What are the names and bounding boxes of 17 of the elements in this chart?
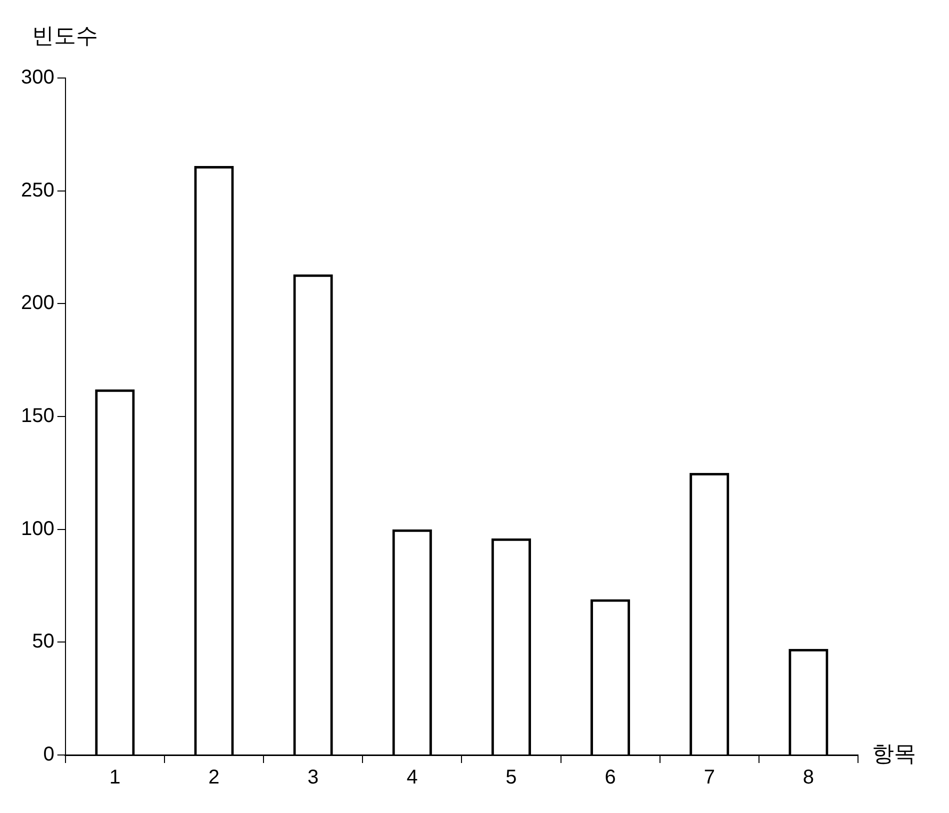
y-tick-label: 200: [20, 292, 54, 314]
x-tick-label: 8: [802, 766, 814, 789]
x-tick-label: 1: [109, 766, 120, 789]
x-tick-label: 7: [704, 766, 715, 789]
x-tick-label: 6: [604, 766, 616, 789]
x-axis-title: 항목: [872, 741, 916, 766]
y-axis-title: 빈도수: [32, 23, 98, 48]
y-tick-label: 250: [20, 179, 54, 202]
x-tick-label: 3: [308, 766, 319, 789]
y-tick-label: 50: [32, 630, 54, 653]
y-tick-label: 100: [20, 518, 54, 540]
y-tick-label: 150: [20, 405, 54, 428]
x-tick-label: 2: [208, 766, 220, 789]
y-tick-label: 0: [43, 744, 54, 766]
x-tick-label: 5: [506, 766, 517, 789]
x-tick-label: 4: [406, 766, 418, 789]
y-tick-label: 300: [20, 66, 54, 89]
